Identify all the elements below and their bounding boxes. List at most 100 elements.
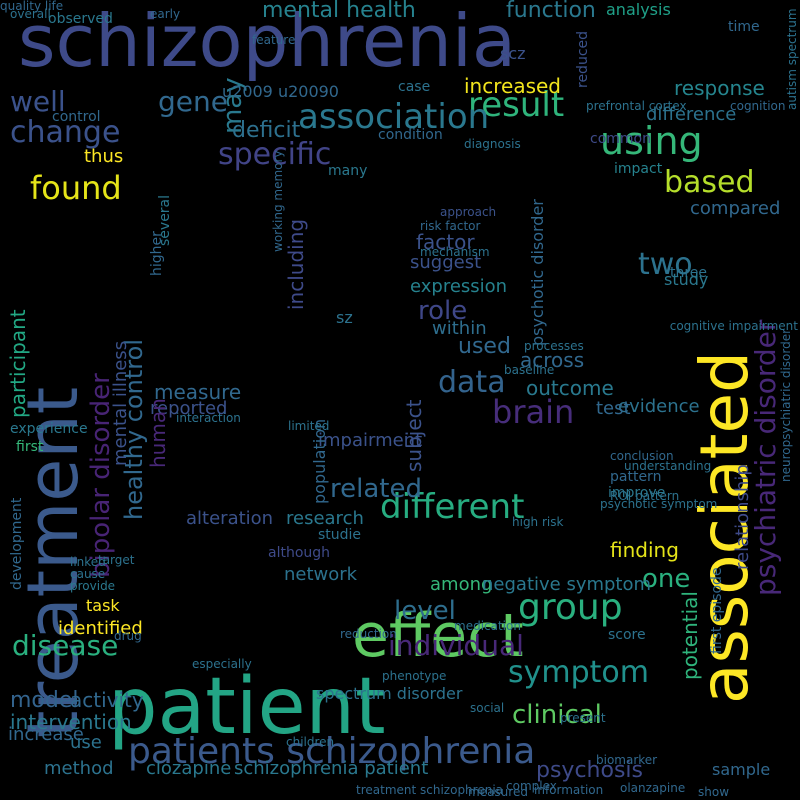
word-human: human: [146, 398, 170, 468]
word-within: within: [432, 318, 487, 339]
word-mental-illness: mental illness: [110, 340, 131, 466]
word-patients-schizophrenia: patients schizophrenia: [128, 731, 536, 772]
word-neuropsychiatric-disorder: neuropsychiatric disorder: [779, 328, 793, 482]
word-change: change: [10, 115, 121, 150]
word-well: well: [10, 85, 66, 118]
word-phenotype: phenotype: [382, 669, 447, 683]
word-compared: compared: [690, 198, 781, 219]
word-feature: feature: [252, 33, 296, 47]
word-children: children: [286, 735, 335, 749]
word-evidence: evidence: [618, 396, 700, 417]
word-increased: increased: [464, 74, 561, 98]
word-schizophrenia: schizophrenia: [18, 0, 516, 83]
word-symptom: symptom: [508, 655, 649, 690]
word-target: target: [98, 553, 135, 567]
word-sample: sample: [712, 760, 771, 779]
word-conclusion: conclusion: [610, 449, 674, 463]
word-individual: individual: [388, 629, 524, 662]
word-clozapine: clozapine: [146, 758, 232, 779]
word-gene: gene: [158, 85, 228, 118]
word-clinical: clinical: [512, 700, 602, 730]
word-limited: limited: [288, 419, 330, 433]
word-spectrum-disorder: spectrum disorder: [316, 684, 463, 703]
word-reported: reported: [150, 398, 228, 419]
word-common: common: [590, 131, 651, 147]
word-time: time: [728, 19, 760, 35]
word-control: control: [52, 109, 101, 125]
word-psychiatric-disorder: psychiatric disorder: [749, 319, 782, 596]
word-use: use: [70, 732, 102, 753]
word-psychosis: psychosis: [536, 758, 643, 783]
word-olanzapine: olanzapine: [620, 781, 686, 795]
word-interaction: interaction: [176, 411, 241, 425]
word-method: method: [44, 758, 114, 779]
word-level: level: [394, 596, 456, 626]
word-reduction: reduction: [340, 627, 397, 641]
word-participant: participant: [6, 309, 30, 418]
word-intervention: intervention: [10, 710, 132, 734]
word-overall: overall: [10, 7, 51, 21]
word-schizophrenia-patient: schizophrenia patient: [234, 758, 429, 779]
word-patient: patient: [108, 662, 386, 752]
word-based: based: [664, 165, 755, 200]
word-roi-pattern: ROI pattern: [610, 489, 680, 503]
word-medication: medication: [454, 619, 521, 633]
word-difference: difference: [646, 104, 737, 125]
word-found: found: [30, 169, 122, 207]
word-disease: disease: [12, 629, 119, 662]
word-finding: finding: [610, 538, 679, 562]
word-sz: sz: [336, 308, 353, 327]
word-high-risk: high risk: [512, 515, 564, 529]
word-data: data: [438, 365, 506, 400]
word-association: association: [298, 97, 490, 137]
word-autism-spectrum: autism spectrum: [785, 8, 799, 110]
word-identified: identified: [58, 618, 143, 639]
word-development: development: [9, 497, 25, 590]
word-processes: processes: [524, 339, 584, 353]
word-scz: scz: [500, 44, 526, 63]
word-risk-factor: risk factor: [420, 219, 481, 233]
word-related: related: [330, 474, 422, 504]
word-deficit: deficit: [232, 118, 301, 143]
word-treatment-schizophrenia: treatment schizophrenia: [356, 783, 504, 797]
word-network: network: [284, 564, 358, 585]
word-function: function: [506, 0, 596, 23]
word-model: model: [10, 688, 79, 713]
word-response: response: [674, 76, 765, 100]
word-result: result: [468, 85, 565, 125]
word-reduced: reduced: [575, 30, 591, 88]
word-suggest: suggest: [410, 252, 482, 273]
word-expression: expression: [410, 276, 508, 297]
word-show: show: [698, 785, 730, 799]
word-biomarker: biomarker: [596, 753, 658, 767]
word-one: one: [642, 564, 691, 594]
word-including: including: [284, 218, 308, 310]
word-thus: thus: [84, 146, 124, 167]
word-mechanism: mechanism: [420, 245, 490, 259]
word-social: social: [470, 701, 505, 715]
word-linked: linked: [70, 555, 106, 569]
word-baseline: baseline: [504, 363, 555, 377]
word-first: first: [16, 439, 44, 455]
word-diagnosis: diagnosis: [464, 137, 521, 151]
word-used: used: [458, 334, 511, 359]
word-drug: drug: [114, 629, 142, 643]
word-potential: potential: [678, 591, 702, 680]
word-early: early: [150, 7, 181, 21]
word-studie: studie: [318, 527, 362, 543]
word-alteration: alteration: [186, 508, 274, 529]
word-pattern: pattern: [610, 469, 662, 485]
word-impairment: impairment: [318, 430, 423, 451]
word-working-memory: working memory: [271, 150, 285, 252]
word-negative-symptom: negative symptom: [482, 574, 652, 595]
word-experience: experience: [10, 421, 88, 437]
word-analysis: analysis: [606, 0, 671, 19]
word-task: task: [86, 596, 120, 615]
word-subject: subject: [402, 399, 426, 473]
word-mental-health: mental health: [262, 0, 416, 23]
word-improve: improve: [608, 485, 666, 501]
word-brain: brain: [492, 393, 575, 431]
word-test: test: [596, 398, 631, 419]
word-cognition: cognition: [730, 99, 786, 113]
